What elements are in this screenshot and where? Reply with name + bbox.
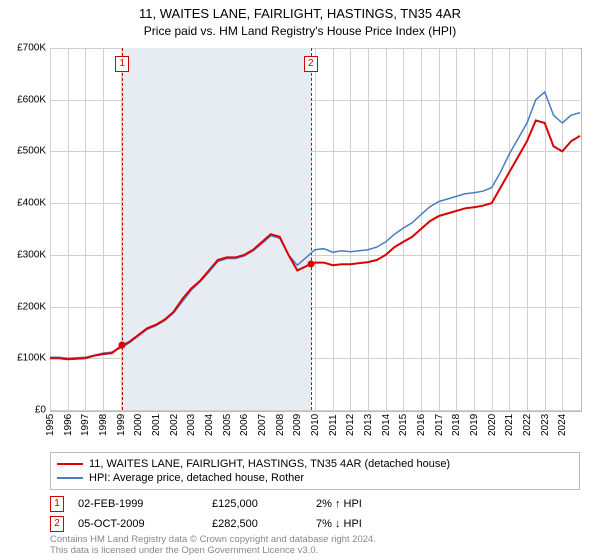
y-tick-label: £500K — [2, 146, 46, 157]
x-tick-label: 2020 — [487, 414, 498, 436]
y-tick-label: £700K — [2, 43, 46, 54]
x-tick-label: 2013 — [363, 414, 374, 436]
x-tick-label: 2017 — [434, 414, 445, 436]
footer-line1: Contains HM Land Registry data © Crown c… — [50, 534, 376, 545]
transaction-point — [119, 342, 126, 349]
x-tick-label: 2006 — [239, 414, 250, 436]
legend-swatch — [57, 463, 83, 465]
x-tick-label: 2010 — [310, 414, 321, 436]
x-tick-label: 2018 — [451, 414, 462, 436]
x-tick-label: 1998 — [98, 414, 109, 436]
chart-title: 11, WAITES LANE, FAIRLIGHT, HASTINGS, TN… — [0, 0, 600, 21]
transaction-date: 05-OCT-2009 — [78, 518, 198, 530]
series-hpi — [50, 92, 580, 358]
chart-subtitle: Price paid vs. HM Land Registry's House … — [0, 21, 600, 38]
series-property — [50, 120, 580, 359]
legend: 11, WAITES LANE, FAIRLIGHT, HASTINGS, TN… — [50, 452, 580, 490]
x-tick-label: 2004 — [204, 414, 215, 436]
transaction-marker-ref: 1 — [50, 496, 64, 512]
x-tick-label: 1997 — [80, 414, 91, 436]
x-tick-label: 2022 — [522, 414, 533, 436]
transaction-marker-box: 2 — [304, 56, 318, 72]
x-tick-label: 2011 — [328, 414, 339, 436]
y-tick-label: £600K — [2, 94, 46, 105]
x-tick-label: 2021 — [504, 414, 515, 436]
x-tick-label: 1999 — [116, 414, 127, 436]
transaction-hpi: 7% ↓ HPI — [316, 518, 426, 530]
y-tick-label: £0 — [2, 405, 46, 416]
x-tick-label: 2014 — [381, 414, 392, 436]
x-tick-label: 2005 — [222, 414, 233, 436]
transaction-row: 2 05-OCT-2009 £282,500 7% ↓ HPI — [50, 514, 580, 534]
transaction-row: 1 02-FEB-1999 £125,000 2% ↑ HPI — [50, 494, 580, 514]
x-tick-label: 2024 — [557, 414, 568, 436]
x-tick-label: 2016 — [416, 414, 427, 436]
transaction-price: £282,500 — [212, 518, 302, 530]
attribution-footer: Contains HM Land Registry data © Crown c… — [50, 534, 376, 556]
transaction-table: 1 02-FEB-1999 £125,000 2% ↑ HPI 2 05-OCT-2009… — [50, 494, 580, 534]
y-tick-label: £200K — [2, 301, 46, 312]
legend-item: HPI: Average price, detached house, Roth… — [57, 471, 573, 485]
y-tick-label: £100K — [2, 353, 46, 364]
x-tick-label: 2023 — [540, 414, 551, 436]
transaction-date: 02-FEB-1999 — [78, 498, 198, 510]
transaction-marker-box: 1 — [115, 56, 129, 72]
line-series — [50, 48, 580, 410]
x-tick-label: 2007 — [257, 414, 268, 436]
legend-label: HPI: Average price, detached house, Roth… — [89, 471, 304, 485]
legend-item: 11, WAITES LANE, FAIRLIGHT, HASTINGS, TN… — [57, 457, 573, 471]
x-tick-label: 2019 — [469, 414, 480, 436]
legend-swatch — [57, 477, 83, 479]
chart-area: £0£100K£200K£300K£400K£500K£600K£700K199… — [50, 48, 580, 410]
transaction-price: £125,000 — [212, 498, 302, 510]
x-tick-label: 2008 — [275, 414, 286, 436]
x-tick-label: 2001 — [151, 414, 162, 436]
x-tick-label: 2009 — [292, 414, 303, 436]
x-tick-label: 1996 — [63, 414, 74, 436]
footer-line2: This data is licensed under the Open Gov… — [50, 545, 376, 556]
transaction-hpi: 2% ↑ HPI — [316, 498, 426, 510]
x-tick-label: 2003 — [186, 414, 197, 436]
x-tick-label: 2000 — [133, 414, 144, 436]
x-tick-label: 1995 — [45, 414, 56, 436]
y-tick-label: £400K — [2, 198, 46, 209]
transaction-point — [307, 260, 314, 267]
x-tick-label: 2002 — [169, 414, 180, 436]
y-tick-label: £300K — [2, 249, 46, 260]
legend-label: 11, WAITES LANE, FAIRLIGHT, HASTINGS, TN… — [89, 457, 450, 471]
x-tick-label: 2015 — [398, 414, 409, 436]
transaction-marker-ref: 2 — [50, 516, 64, 532]
x-tick-label: 2012 — [345, 414, 356, 436]
gridline-h — [50, 410, 580, 411]
